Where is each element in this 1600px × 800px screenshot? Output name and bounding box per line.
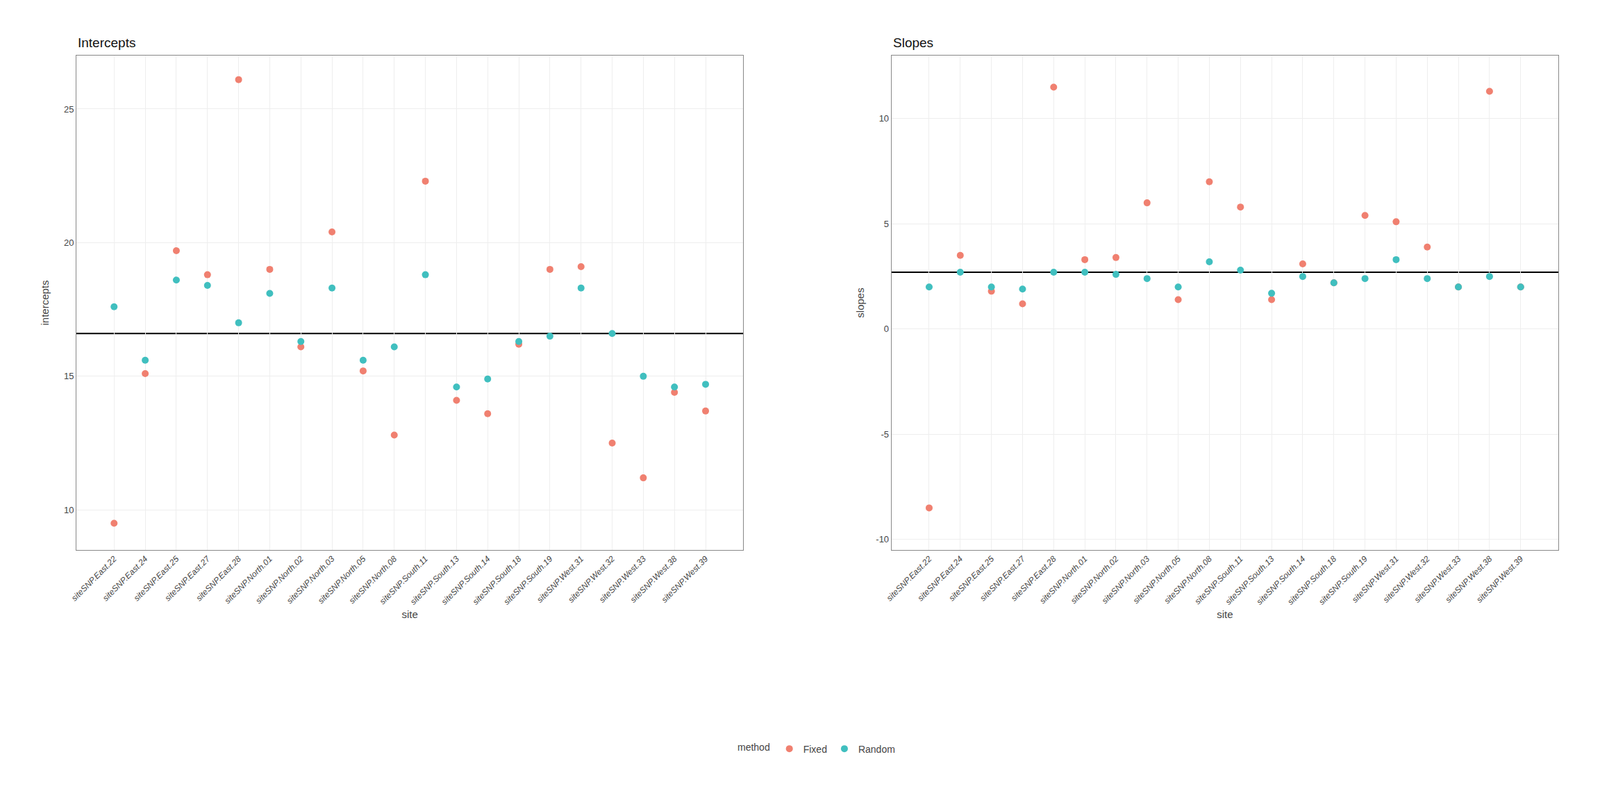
svg-text:intercepts: intercepts	[38, 279, 51, 325]
svg-text:siteSNP.North.01: siteSNP.North.01	[222, 554, 274, 606]
svg-text:siteSNP.East.24: siteSNP.East.24	[915, 554, 966, 604]
svg-text:siteSNP.North.08: siteSNP.North.08	[1161, 554, 1214, 607]
svg-text:siteSNP.East.25: siteSNP.East.25	[946, 554, 996, 604]
svg-text:site: site	[401, 608, 418, 621]
svg-text:siteSNP.West.32: siteSNP.West.32	[1381, 554, 1432, 605]
svg-text:siteSNP.West.32: siteSNP.West.32	[565, 554, 617, 605]
svg-text:siteSNP.North.03: siteSNP.North.03	[284, 554, 337, 607]
svg-text:siteSNP.East.27: siteSNP.East.27	[163, 553, 214, 604]
svg-text:slopes: slopes	[854, 287, 866, 318]
svg-text:siteSNP.South.19: siteSNP.South.19	[1316, 554, 1370, 607]
svg-text:siteSNP.East.25: siteSNP.East.25	[131, 554, 182, 604]
svg-text:siteSNP.East.28: siteSNP.East.28	[1009, 554, 1059, 604]
svg-text:siteSNP.South.13: siteSNP.South.13	[408, 554, 462, 607]
svg-text:siteSNP.North.02: siteSNP.North.02	[253, 554, 306, 607]
svg-text:25: 25	[63, 104, 74, 115]
svg-text:siteSNP.South.13: siteSNP.South.13	[1223, 554, 1277, 607]
svg-text:siteSNP.South.14: siteSNP.South.14	[439, 554, 493, 607]
svg-text:15: 15	[63, 370, 74, 382]
svg-text:siteSNP.West.38: siteSNP.West.38	[628, 554, 680, 605]
svg-text:siteSNP.East.27: siteSNP.East.27	[977, 553, 1028, 604]
svg-text:siteSNP.North.08: siteSNP.North.08	[347, 554, 400, 607]
svg-text:site: site	[1216, 608, 1233, 621]
svg-text:siteSNP.West.38: siteSNP.West.38	[1443, 554, 1494, 605]
svg-text:siteSNP.North.01: siteSNP.North.01	[1037, 554, 1089, 606]
svg-text:siteSNP.East.28: siteSNP.East.28	[193, 554, 244, 604]
svg-text:Random: Random	[858, 743, 896, 755]
svg-text:10: 10	[63, 504, 74, 516]
svg-text:siteSNP.South.18: siteSNP.South.18	[470, 554, 524, 607]
svg-text:siteSNP.North.05: siteSNP.North.05	[1131, 554, 1184, 607]
svg-text:10: 10	[879, 113, 889, 124]
svg-text:method: method	[737, 741, 771, 753]
svg-text:-10: -10	[875, 534, 889, 545]
svg-text:siteSNP.South.19: siteSNP.South.19	[501, 554, 555, 607]
svg-text:siteSNP.South.11: siteSNP.South.11	[1192, 554, 1245, 607]
svg-text:0: 0	[884, 323, 889, 335]
svg-text:Fixed: Fixed	[803, 743, 828, 755]
svg-text:siteSNP.West.31: siteSNP.West.31	[1350, 554, 1401, 605]
svg-text:Intercepts: Intercepts	[77, 35, 136, 50]
svg-text:siteSNP.South.11: siteSNP.South.11	[377, 554, 430, 607]
svg-text:siteSNP.East.24: siteSNP.East.24	[100, 554, 150, 604]
svg-text:siteSNP.West.31: siteSNP.West.31	[534, 554, 586, 605]
svg-text:siteSNP.East.22: siteSNP.East.22	[884, 554, 935, 604]
svg-text:siteSNP.North.02: siteSNP.North.02	[1068, 554, 1121, 607]
svg-text:siteSNP.West.33: siteSNP.West.33	[597, 554, 648, 605]
svg-text:Slopes: Slopes	[893, 35, 934, 50]
svg-text:20: 20	[63, 237, 74, 248]
svg-text:siteSNP.South.14: siteSNP.South.14	[1254, 554, 1308, 607]
svg-text:siteSNP.West.33: siteSNP.West.33	[1412, 554, 1464, 605]
svg-text:siteSNP.North.05: siteSNP.North.05	[315, 554, 369, 607]
svg-text:siteSNP.East.22: siteSNP.East.22	[69, 554, 119, 604]
svg-text:siteSNP.West.39: siteSNP.West.39	[1474, 554, 1525, 605]
svg-text:5: 5	[884, 218, 889, 230]
svg-text:siteSNP.North.03: siteSNP.North.03	[1100, 554, 1153, 607]
svg-text:siteSNP.West.39: siteSNP.West.39	[659, 554, 711, 605]
svg-text:-5: -5	[881, 429, 890, 440]
svg-text:siteSNP.South.18: siteSNP.South.18	[1285, 554, 1339, 607]
